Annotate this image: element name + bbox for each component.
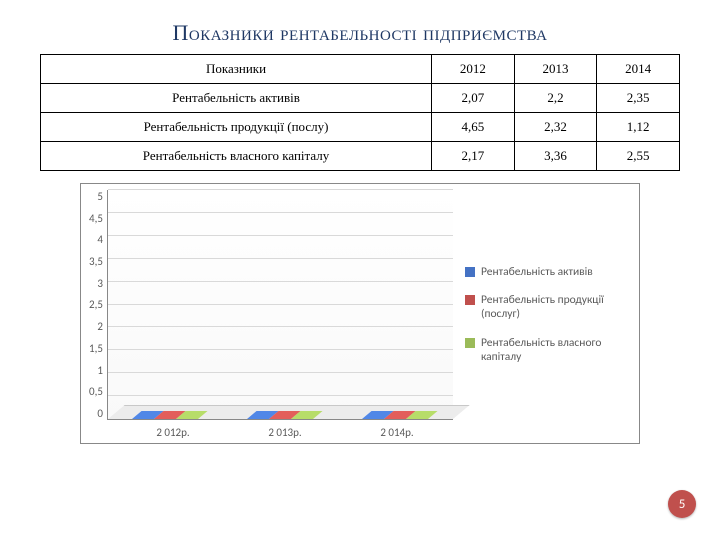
chart-legend: Рентабельність активів Рентабельність пр… xyxy=(461,190,631,439)
x-axis: 2 012р. 2 013р. 2 014р. xyxy=(117,420,453,439)
page-title: Показники рентабельності підприємства xyxy=(0,0,720,54)
legend-item: Рентабельність власного капіталу xyxy=(465,336,627,365)
legend-item: Рентабельність активів xyxy=(465,265,627,279)
profitability-chart: 5 4,5 4 3,5 3 2,5 2 1,5 1 0,5 0 2 012р. … xyxy=(80,183,640,444)
legend-label: Рентабельність власного капіталу xyxy=(481,336,627,365)
page-number-badge: 5 xyxy=(668,490,696,518)
legend-swatch xyxy=(465,338,475,348)
col-header: 2012 xyxy=(432,55,515,84)
col-header: 2013 xyxy=(514,55,597,84)
table-header-row: Показники 2012 2013 2014 xyxy=(41,55,680,84)
legend-item: Рентабельність продукції (послуг) xyxy=(465,293,627,322)
legend-label: Рентабельність продукції (послуг) xyxy=(481,293,627,322)
table-row: Рентабельність продукції (послу) 4,65 2,… xyxy=(41,113,680,142)
legend-swatch xyxy=(465,267,475,277)
profitability-table: Показники 2012 2013 2014 Рентабельність … xyxy=(40,54,680,171)
legend-label: Рентабельність активів xyxy=(481,265,593,279)
col-header: Показники xyxy=(41,55,432,84)
table-row: Рентабельність власного капіталу 2,17 3,… xyxy=(41,142,680,171)
col-header: 2014 xyxy=(597,55,680,84)
legend-swatch xyxy=(465,295,475,305)
table-row: Рентабельність активів 2,07 2,2 2,35 xyxy=(41,84,680,113)
plot-area xyxy=(107,190,453,420)
bar-clusters xyxy=(108,190,453,419)
y-axis: 5 4,5 4 3,5 3 2,5 2 1,5 1 0,5 0 xyxy=(89,190,107,420)
